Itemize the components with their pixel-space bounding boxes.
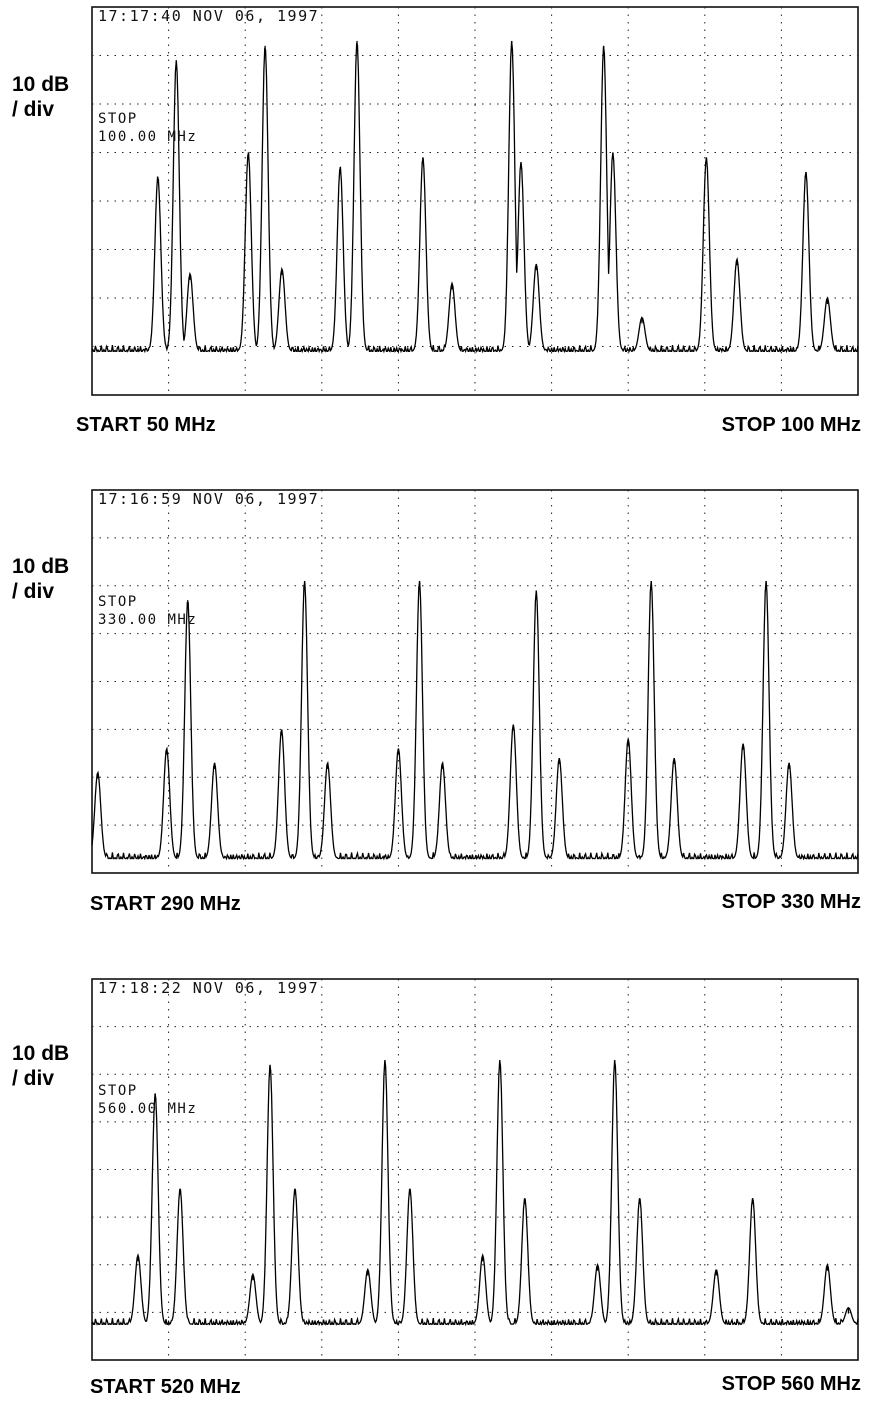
spectrum-svg: 17:16:59 NOV 06, 1997 STOP 330.00 MHz <box>91 489 859 874</box>
timestamp-label: 17:16:59 NOV 06, 1997 <box>98 490 319 508</box>
spectrum-trace <box>91 1060 859 1327</box>
spectrum-plot-2: 17:16:59 NOV 06, 1997 STOP 330.00 MHz <box>90 488 860 875</box>
y-scale-label: 10 dB / div <box>12 554 69 604</box>
x-stop-label: STOP 100 MHz <box>721 414 861 436</box>
timestamp-label: 17:18:22 NOV 06, 1997 <box>98 979 319 997</box>
y-scale-line2: / div <box>12 98 55 121</box>
y-scale-label: 10 dB / div <box>12 72 69 122</box>
x-start-label: START 50 MHz <box>76 414 216 436</box>
spectrum-panel-3: 10 dB / div 17:18:22 NOV 06, 1997 STOP 560… <box>0 965 871 1409</box>
spectrum-plot-3: 17:18:22 NOV 06, 1997 STOP 560.00 MHz <box>90 977 860 1362</box>
y-scale-line1: 10 dB <box>12 555 70 578</box>
marker-value: 100.00 MHz <box>98 129 197 145</box>
x-start-label: START 290 MHz <box>90 893 241 915</box>
x-stop-label: STOP 560 MHz <box>721 1373 861 1395</box>
marker-label: STOP <box>98 1083 138 1099</box>
marker-label: STOP <box>98 111 138 127</box>
marker-value: 330.00 MHz <box>98 612 197 628</box>
y-scale-line1: 10 dB <box>12 73 70 96</box>
spectrum-svg: 17:17:40 NOV 06, 1997 STOP 100.00 MHz <box>91 6 859 396</box>
x-start-label: START 520 MHz <box>90 1376 241 1398</box>
y-scale-line2: / div <box>12 1067 55 1090</box>
y-scale-label: 10 dB / div <box>12 1041 69 1091</box>
spectrum-panel-1: 10 dB / div 17:17:40 NOV 06, 1997 STOP 100… <box>0 0 871 445</box>
y-scale-line2: / div <box>12 580 55 603</box>
spectrum-trace <box>91 580 859 861</box>
marker-value: 560.00 MHz <box>98 1101 197 1117</box>
x-stop-label: STOP 330 MHz <box>721 891 861 913</box>
spectrum-svg: 17:18:22 NOV 06, 1997 STOP 560.00 MHz <box>91 978 859 1361</box>
spectrum-plot-1: 17:17:40 NOV 06, 1997 STOP 100.00 MHz <box>90 5 860 397</box>
marker-label: STOP <box>98 594 138 610</box>
timestamp-label: 17:17:40 NOV 06, 1997 <box>98 7 319 25</box>
spectrum-trace <box>91 41 859 354</box>
spectrum-panel-2: 10 dB / div 17:16:59 NOV 06, 1997 STOP 330… <box>0 480 871 925</box>
y-scale-line1: 10 dB <box>12 1042 70 1065</box>
